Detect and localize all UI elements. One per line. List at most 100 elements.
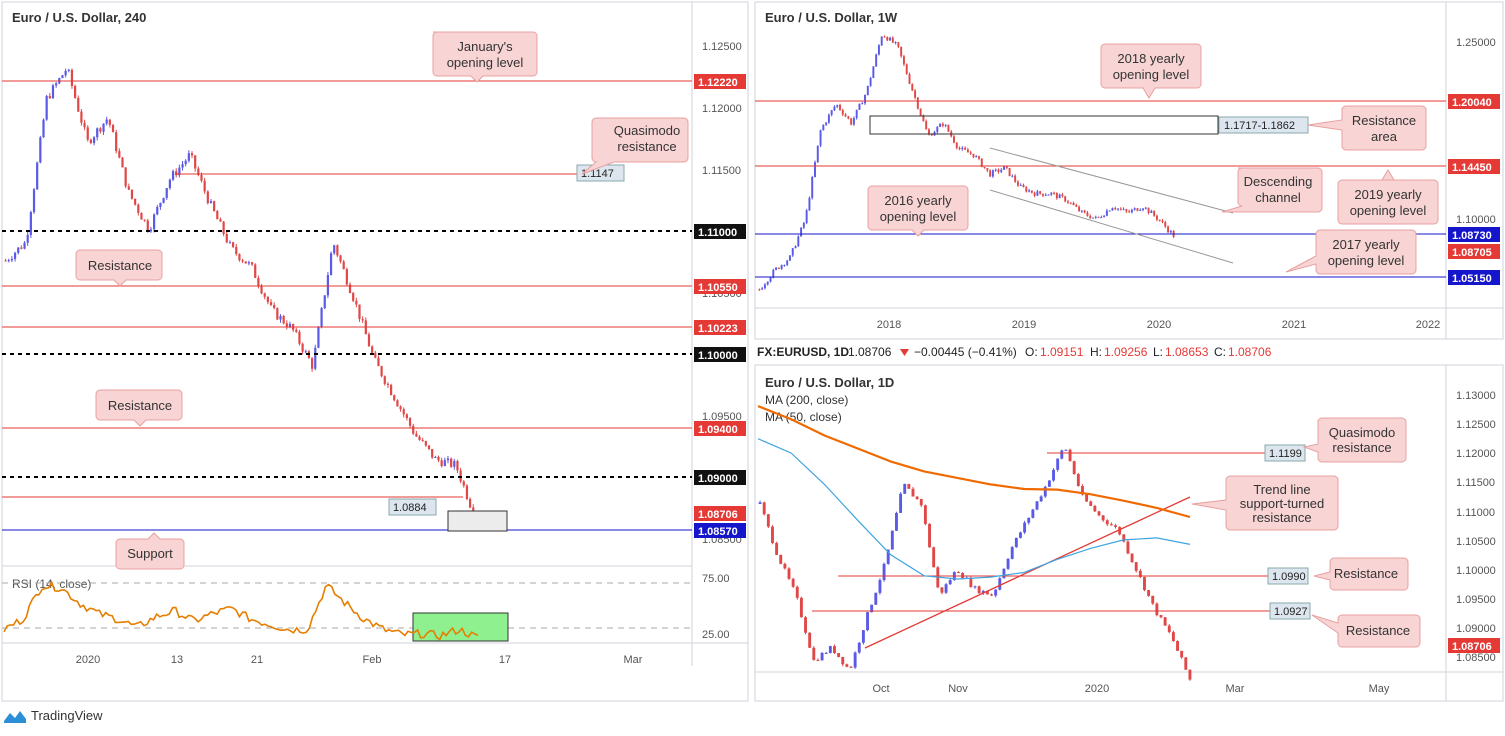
- candle-body: [802, 222, 805, 228]
- candle-body: [73, 85, 77, 98]
- candle-body: [872, 66, 875, 79]
- d1-callout-res2: Resistance: [1311, 614, 1421, 648]
- candle-body: [973, 586, 977, 588]
- candle-body: [911, 83, 914, 91]
- candle-body: [355, 300, 358, 305]
- candle-body: [972, 153, 975, 158]
- w1-callout-resarea: Resistance area: [1307, 105, 1427, 151]
- brand-name: TradingView: [31, 708, 103, 723]
- candle-body: [940, 587, 944, 593]
- candle-body: [320, 308, 323, 328]
- candle-body: [1155, 603, 1159, 616]
- tradingview-logo[interactable]: TradingView: [4, 708, 103, 723]
- candle-body: [1097, 511, 1101, 516]
- candle-body: [980, 158, 983, 168]
- candle-body: [260, 285, 263, 294]
- candle-body: [932, 547, 936, 568]
- candle-body: [919, 108, 922, 116]
- candle-body: [811, 177, 814, 198]
- candle-body: [336, 245, 339, 256]
- candle-body: [1060, 450, 1064, 459]
- candle-body: [1006, 558, 1010, 569]
- candle-body: [791, 248, 794, 256]
- candle-body: [783, 264, 786, 266]
- candle-body: [1014, 175, 1017, 182]
- candle-body: [1069, 202, 1072, 204]
- candle-body: [771, 526, 774, 543]
- candle-body: [219, 219, 222, 222]
- candle-body: [1080, 210, 1083, 212]
- candle-body: [812, 647, 816, 660]
- candle-body: [1022, 184, 1025, 188]
- candle-body: [814, 162, 816, 178]
- candle-body: [1019, 184, 1022, 186]
- candle-body: [1164, 222, 1167, 227]
- d1-c-label: C:: [1214, 345, 1226, 359]
- candle-body: [1078, 206, 1081, 212]
- candle-body: [1125, 209, 1128, 212]
- candle-body: [247, 262, 251, 264]
- candle-body: [165, 188, 168, 198]
- candle-body: [67, 69, 70, 71]
- candle-body: [1167, 625, 1171, 633]
- candle-body: [1068, 449, 1072, 462]
- candle-body: [1163, 617, 1167, 626]
- candle-body: [99, 128, 102, 132]
- candle-body: [763, 284, 766, 289]
- candle-body: [1076, 474, 1080, 487]
- candle-body: [4, 260, 7, 262]
- candle-body: [263, 293, 266, 297]
- h4-badge-level: 1.12220: [698, 77, 738, 89]
- candle-body: [367, 334, 371, 347]
- w1-x-tick: 2019: [1012, 319, 1036, 331]
- candle-body: [1184, 657, 1188, 670]
- candle-body: [13, 252, 17, 259]
- candle-body: [845, 664, 849, 667]
- d1-y-tick: 1.10500: [1456, 536, 1496, 548]
- candle-body: [389, 384, 393, 396]
- h4-badge-bg: [694, 347, 746, 362]
- candle-body: [916, 97, 919, 109]
- candle-body: [833, 646, 836, 654]
- d1-y-tick: 1.11000: [1456, 507, 1495, 519]
- candle-body: [816, 145, 819, 163]
- candle-body: [440, 460, 443, 467]
- candle-body: [902, 56, 905, 65]
- candle-body: [1176, 641, 1179, 651]
- candle-body: [805, 210, 808, 223]
- candle-body: [213, 201, 216, 212]
- candle-body: [889, 37, 892, 41]
- candle-body: [998, 578, 1002, 590]
- candle-body: [383, 376, 386, 384]
- candle-body: [393, 395, 396, 401]
- candle-body: [190, 153, 194, 156]
- h4-x-tick: Feb: [363, 654, 382, 666]
- w1-callout-channel: Descending channel: [1221, 167, 1323, 213]
- candle-body: [86, 127, 89, 140]
- candle-body: [1033, 192, 1036, 196]
- candle-body: [459, 470, 462, 482]
- candle-body: [127, 186, 130, 190]
- candle-body: [1044, 194, 1047, 196]
- w1-badge-bg: [1448, 270, 1500, 285]
- h4-badge-level: 1.11000: [698, 227, 737, 239]
- candle-body: [869, 78, 872, 86]
- w1-y-tick: 1.25000: [1456, 37, 1496, 49]
- d1-x-tick: 2020: [1085, 683, 1109, 695]
- h4-badge-bg: [694, 523, 746, 538]
- h4-title: Euro / U.S. Dollar, 240: [12, 10, 146, 25]
- candle-body: [1126, 541, 1130, 554]
- w1-callout-2018-l1: 2018 yearly: [1117, 51, 1185, 66]
- candle-body: [105, 119, 108, 124]
- candle-body: [209, 201, 213, 204]
- candle-body: [42, 119, 45, 138]
- candle-body: [882, 563, 886, 581]
- candle-body: [339, 255, 342, 262]
- w1-channel-bottom: [989, 189, 1234, 264]
- candle-body: [804, 617, 807, 633]
- candle-body: [866, 612, 869, 631]
- w1-badge-level: 1.08730: [1452, 230, 1492, 242]
- candle-body: [900, 46, 903, 57]
- candle-body: [886, 549, 890, 564]
- candle-body: [925, 121, 928, 130]
